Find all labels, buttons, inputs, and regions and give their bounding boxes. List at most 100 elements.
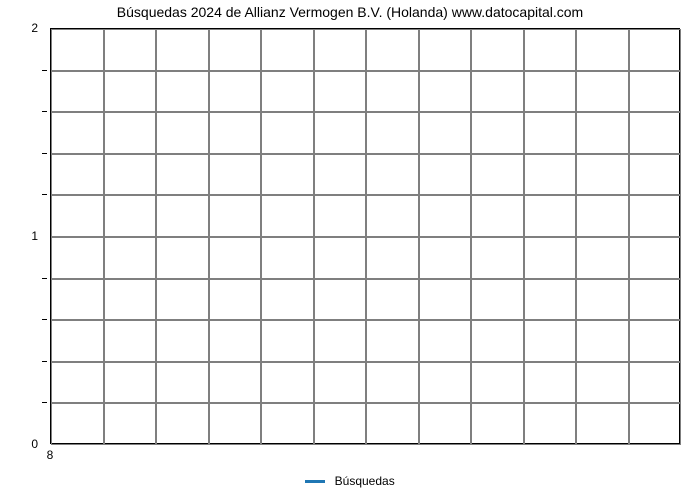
grid-cell <box>471 362 524 404</box>
grid-cell <box>366 154 419 196</box>
grid-cell <box>629 279 682 321</box>
grid-cell <box>51 279 104 321</box>
grid-cell <box>576 237 629 279</box>
grid-cell <box>209 195 262 237</box>
grid-cell <box>419 195 472 237</box>
grid-cell <box>51 195 104 237</box>
grid-cell <box>51 154 104 196</box>
grid-cell <box>314 237 367 279</box>
grid-cell <box>209 29 262 71</box>
grid-cell <box>576 29 629 71</box>
grid-cell <box>366 29 419 71</box>
grid-cell <box>419 112 472 154</box>
grid-cell <box>104 320 157 362</box>
grid-cell <box>209 320 262 362</box>
plot-area <box>50 28 680 444</box>
y-minor-tick-mark <box>42 111 47 112</box>
grid-cell <box>629 29 682 71</box>
grid-cell <box>261 237 314 279</box>
grid-cell <box>261 29 314 71</box>
grid-cell <box>419 362 472 404</box>
grid-cell <box>314 279 367 321</box>
grid-cell <box>629 154 682 196</box>
grid-cell <box>629 403 682 445</box>
grid-cell <box>261 154 314 196</box>
grid-cell <box>471 320 524 362</box>
grid-cell <box>524 237 577 279</box>
grid-cell <box>314 195 367 237</box>
grid-cell <box>209 112 262 154</box>
chart-container: Búsquedas 2024 de Allianz Vermogen B.V. … <box>0 0 700 500</box>
grid-cell <box>471 154 524 196</box>
grid-cell <box>156 237 209 279</box>
grid-cell <box>419 279 472 321</box>
grid-cell <box>629 362 682 404</box>
grid-cell <box>51 237 104 279</box>
grid-cell <box>156 279 209 321</box>
grid-cell <box>156 403 209 445</box>
grid-cell <box>366 403 419 445</box>
grid-cell <box>524 195 577 237</box>
grid-cell <box>261 403 314 445</box>
grid-cell <box>51 71 104 113</box>
grid-cell <box>104 154 157 196</box>
grid-cell <box>104 29 157 71</box>
grid-cell <box>51 29 104 71</box>
grid-cell <box>209 71 262 113</box>
grid-cell <box>419 154 472 196</box>
grid-cell <box>524 362 577 404</box>
grid-cell <box>471 279 524 321</box>
grid-cell <box>366 320 419 362</box>
grid-cell <box>51 320 104 362</box>
grid-cell <box>209 403 262 445</box>
y-minor-tick-mark <box>42 278 47 279</box>
y-minor-tick-mark <box>42 70 47 71</box>
grid-cell <box>156 71 209 113</box>
grid-cell <box>471 71 524 113</box>
legend-swatch <box>305 480 325 483</box>
grid-cell <box>104 195 157 237</box>
grid-cell <box>629 237 682 279</box>
grid-cell <box>419 71 472 113</box>
grid-cell <box>419 403 472 445</box>
grid-cell <box>471 29 524 71</box>
y-minor-tick-mark <box>42 361 47 362</box>
legend: Búsquedas <box>0 473 700 488</box>
y-tick-label: 2 <box>0 21 38 35</box>
grid-cell <box>209 237 262 279</box>
grid-cell <box>576 320 629 362</box>
grid-cell <box>366 279 419 321</box>
grid-cell <box>629 320 682 362</box>
y-minor-tick-mark <box>42 194 47 195</box>
grid-cell <box>314 112 367 154</box>
grid-cell <box>471 237 524 279</box>
grid-cell <box>104 279 157 321</box>
grid-cell <box>261 320 314 362</box>
grid-cell <box>156 320 209 362</box>
grid-cell <box>261 279 314 321</box>
grid-cell <box>576 362 629 404</box>
grid-cell <box>156 362 209 404</box>
grid-cell <box>576 71 629 113</box>
grid-cell <box>51 362 104 404</box>
grid-cell <box>314 154 367 196</box>
grid-cell <box>314 403 367 445</box>
grid-cell <box>156 29 209 71</box>
y-tick-label: 0 <box>0 437 38 451</box>
grid-cell <box>419 29 472 71</box>
grid-cell <box>156 195 209 237</box>
grid-cell <box>51 403 104 445</box>
grid-cell <box>524 29 577 71</box>
y-minor-tick-mark <box>42 402 47 403</box>
grid-cell <box>576 112 629 154</box>
grid-cell <box>471 112 524 154</box>
grid-cell <box>419 320 472 362</box>
y-tick-label: 1 <box>0 229 38 243</box>
grid-cell <box>209 279 262 321</box>
grid-cell <box>471 403 524 445</box>
grid-cell <box>419 237 472 279</box>
grid-cell <box>524 279 577 321</box>
y-minor-tick-mark <box>42 319 47 320</box>
grid-cell <box>209 362 262 404</box>
grid-cell <box>524 112 577 154</box>
